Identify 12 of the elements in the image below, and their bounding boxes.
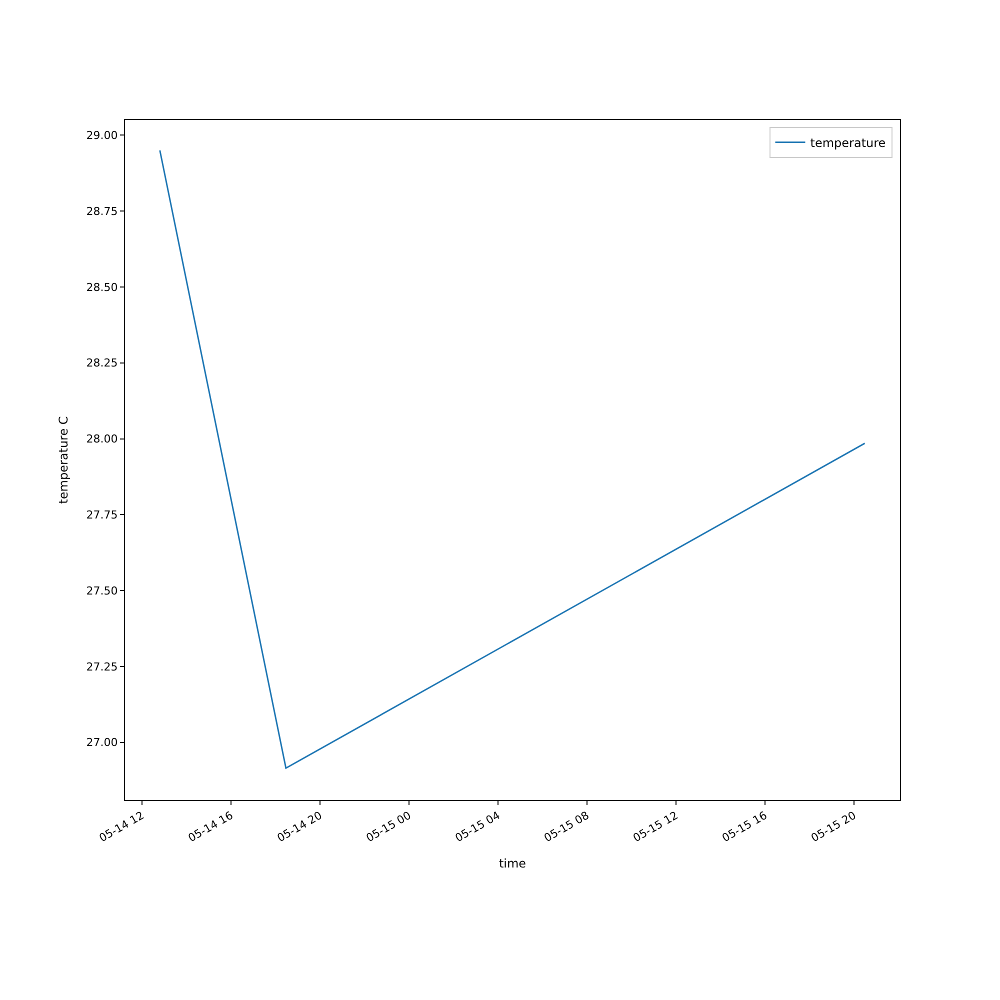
y-tick-label: 27.50 xyxy=(86,584,118,598)
legend-label: temperature xyxy=(810,136,886,150)
y-tick-label: 28.50 xyxy=(86,280,118,294)
y-tick-label: 27.00 xyxy=(86,736,118,750)
y-tick-label: 28.25 xyxy=(86,356,118,370)
y-axis-title: temperature C xyxy=(56,416,71,504)
y-tick-label: 27.75 xyxy=(86,508,118,522)
y-tick-label: 28.75 xyxy=(86,204,118,218)
y-tick-label: 29.00 xyxy=(86,129,118,142)
x-axis-title: time xyxy=(498,856,526,871)
y-tick-label: 28.00 xyxy=(86,432,118,446)
y-tick-label: 27.25 xyxy=(86,660,118,674)
